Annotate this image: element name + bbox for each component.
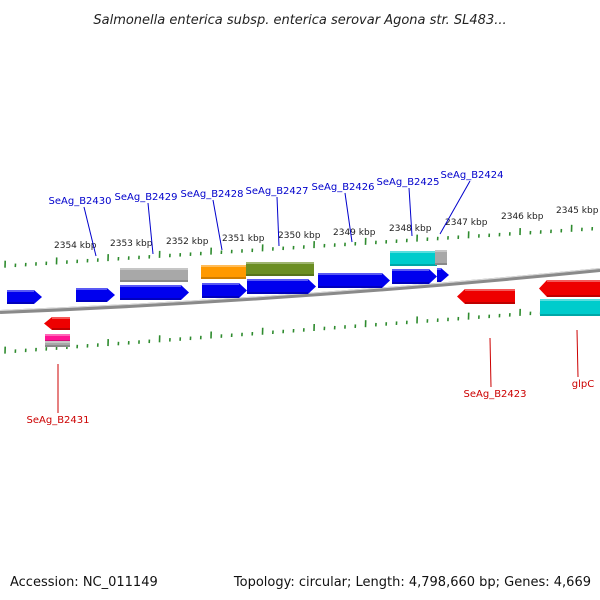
cds-forward-arrow	[392, 269, 437, 284]
forward-gene-label[interactable]: SeAg_B2429	[115, 192, 178, 203]
upper-tick-ruler	[4, 224, 594, 268]
gene-callout-line	[489, 337, 492, 388]
tick-label: 2346 kbp	[501, 212, 544, 222]
gene-callout-line	[276, 196, 280, 247]
map-title: Salmonella enterica subsp. enterica sero…	[93, 13, 506, 28]
tick-label: 2348 kbp	[389, 224, 432, 234]
feature-olive-box	[246, 262, 314, 276]
feature-track	[7, 250, 600, 347]
feature-cyan-box	[540, 299, 600, 316]
cds-reverse-arrow	[457, 289, 515, 304]
cds-reverse-arrow	[539, 280, 600, 297]
forward-gene-label[interactable]: SeAg_B2424	[441, 170, 504, 181]
forward-gene-label[interactable]: SeAg_B2426	[312, 182, 375, 193]
feature-cyan-box	[390, 251, 437, 266]
tick-label: 2354 kbp	[54, 241, 97, 251]
genome-summary-text: Topology: circular; Length: 4,798,660 bp…	[233, 575, 591, 590]
tick-label: 2349 kbp	[333, 228, 376, 238]
gene-label-callouts: SeAg_B2430 SeAg_B2429 SeAg_B2428 SeAg_B2427…	[27, 170, 595, 426]
feature-pink-box	[45, 334, 70, 342]
cds-forward-arrow	[318, 273, 390, 288]
genome-backbone	[0, 268, 600, 314]
gene-callout-line	[212, 199, 223, 251]
forward-gene-label[interactable]: SeAg_B2428	[181, 189, 244, 200]
tick-label: 2352 kbp	[166, 237, 209, 247]
tick-label: 2351 kbp	[222, 234, 265, 244]
gene-callout-line	[408, 187, 413, 237]
gene-callout-line	[576, 329, 579, 378]
feature-gray-box	[435, 250, 447, 265]
forward-gene-label[interactable]: SeAg_B2427	[246, 186, 309, 197]
gene-callout-line	[147, 202, 154, 255]
accession-text: Accession: NC_011149	[10, 575, 158, 590]
cds-forward-arrow	[120, 285, 189, 300]
tick-label: 2353 kbp	[110, 239, 153, 249]
cds-forward-arrow	[7, 290, 42, 304]
cds-forward-arrow	[76, 288, 115, 302]
cds-forward-arrow	[437, 268, 449, 282]
feature-orange-box	[201, 265, 246, 279]
gene-callout-line	[83, 206, 97, 257]
cds-reverse-arrow	[44, 317, 70, 330]
reverse-gene-label[interactable]: SeAg_B2431	[27, 415, 90, 426]
cds-forward-arrow	[202, 283, 247, 298]
tick-label: 2350 kbp	[278, 231, 321, 241]
tick-label: 2347 kbp	[445, 218, 488, 228]
cds-forward-arrow	[247, 279, 316, 294]
tick-label: 2345 kbp	[556, 206, 599, 216]
forward-gene-label[interactable]: SeAg_B2425	[377, 177, 440, 188]
reverse-gene-label[interactable]: glpC	[572, 379, 594, 390]
gene-callout-line	[439, 180, 471, 235]
reverse-gene-label[interactable]: SeAg_B2423	[464, 389, 527, 400]
tick-labels: 2354 kbp 2353 kbp 2352 kbp 2351 kbp 2350 kbp…	[54, 206, 599, 251]
forward-gene-label[interactable]: SeAg_B2430	[49, 196, 112, 207]
feature-gray-box	[120, 268, 188, 282]
gene-callout-line	[344, 192, 353, 243]
lower-tick-ruler	[4, 305, 594, 354]
feature-gray-box	[45, 341, 70, 347]
